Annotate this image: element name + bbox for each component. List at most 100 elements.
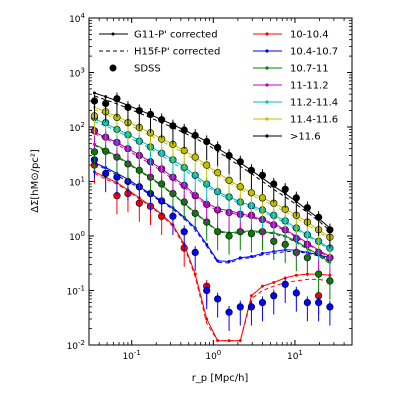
sdss-point [270,292,278,300]
legend-series-label: 10.7-11 [290,64,329,75]
x-tick-label: 10-1 [122,349,140,362]
sdss-point [315,213,323,221]
model-point [227,339,231,343]
legend-series-dot [265,49,269,53]
sdss-point [158,116,166,124]
sdss-point [326,277,334,285]
sdss-point [247,166,256,174]
model-point [294,273,298,277]
sdss-point [169,122,177,130]
model-point [205,242,209,246]
sdss-point [102,169,110,178]
sdss-point [203,286,211,295]
model-solid-line [94,143,331,263]
x-tick-label: 100 [205,349,221,362]
sdss-point [191,248,199,257]
sdss-point [258,171,267,179]
model-solid-line [94,106,331,238]
model-solid-line [94,118,331,249]
legend-series-label: 10-10.4 [290,30,329,41]
model-dashed-line [94,163,331,264]
y-tick-label: 10-2 [67,339,85,352]
sdss-point [169,212,177,220]
model-point [205,317,209,321]
sdss-point [247,189,256,197]
sdss-point [124,103,132,111]
model-solid-line [94,162,331,263]
model-point [193,272,197,276]
model-point [283,276,287,280]
model-solid-line [94,92,331,229]
legend-marker [109,64,117,72]
model-point [249,294,253,298]
sdss-point [225,308,233,316]
sdss-point [247,303,256,311]
y-axis-label: ΔΣ[hM⊙/pc²] [30,149,41,213]
sdss-point [258,194,267,202]
model-point [104,95,108,99]
sdss-point [214,143,222,152]
model-dashed-line [94,121,331,250]
model-point [238,339,242,343]
sdss-point [303,204,311,212]
sdss-point [225,232,233,240]
legend: G11-P' corrected H15f-P' corrected SDSS 10-… [99,30,338,143]
legend-label: G11-P' corrected [134,30,218,41]
legend-series-dot [265,117,269,121]
legend-series-label: 11-11.2 [290,81,329,92]
sdss-point [292,289,300,297]
model-point [216,259,220,263]
legend-series-dot [265,134,269,138]
sdss-point [225,151,233,160]
sdss-point [203,161,211,169]
sdss-point [236,183,244,191]
model-point [260,284,264,288]
legend-series-label: >11.6 [290,132,321,143]
series-6 [90,91,334,249]
legend-label: SDSS [134,64,161,75]
model-solid-line [94,171,330,342]
sdss-point [113,95,121,103]
model-dashed-line [94,173,330,342]
sdss-point [214,228,222,236]
sdss-point [146,110,155,119]
legend-series-label: 11.4-11.6 [290,115,338,126]
legend-series-dot [265,83,269,87]
legend-label: H15f-P' corrected [134,47,220,58]
model-point [272,281,276,285]
model-dashed-line [94,133,331,259]
model-point [260,251,264,255]
sdss-point [191,153,199,161]
y-tick-label: 10-1 [67,285,85,298]
y-tick-label: 104 [69,12,85,25]
sdss-point [203,137,211,146]
sdss-point [236,303,244,311]
legend-solid-dot [111,32,115,36]
sdss-point [214,169,222,177]
x-axis-label: r_p [Mpc/h] [192,373,249,384]
sdss-point [326,303,334,311]
sdss-point [303,298,311,307]
model-point [92,91,96,95]
sdss-point [326,226,334,234]
axis-ticks: 10-1 100 101 10-2 10-1 100 101 102 103 104 [67,12,353,362]
sdss-point [281,280,289,288]
sdss-point [236,158,244,166]
sdss-point [191,131,199,140]
sdss-point [270,180,278,188]
y-tick-label: 101 [69,176,85,189]
sdss-point [225,176,233,184]
sdss-point [292,194,300,202]
legend-series-label: 10.4-10.7 [290,47,338,58]
model-solid-line [94,131,331,257]
model-point [227,260,231,264]
x-tick-label: 101 [287,349,303,362]
y-tick-label: 100 [69,230,85,243]
legend-series-dot [265,100,269,104]
legend-series-dot [265,32,269,36]
sdss-point [214,295,222,303]
sdss-point [90,97,99,105]
sdss-point [90,148,99,156]
